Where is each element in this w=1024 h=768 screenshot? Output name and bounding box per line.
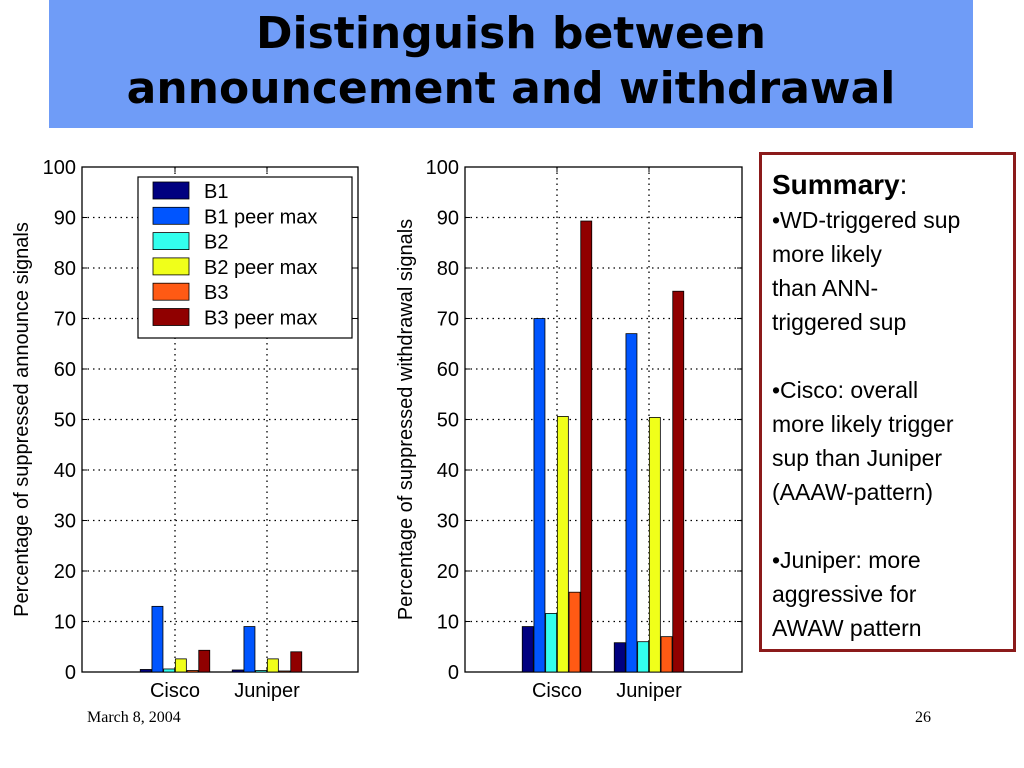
chart1-category-label: Juniper — [234, 680, 300, 702]
chart1-bar — [255, 670, 268, 673]
chart2-bar — [580, 220, 593, 673]
chart2-ytick-label: 60 — [437, 359, 459, 381]
chart1-legend-swatch — [152, 206, 190, 225]
page-number: 26 — [915, 709, 931, 726]
summary-point1-line2: more likely — [772, 241, 882, 267]
chart1-ytick-label: 50 — [54, 410, 76, 432]
chart2-ytick-label: 70 — [437, 309, 459, 331]
summary-heading: Summary: — [772, 167, 1013, 203]
chart1-ytick-label: 70 — [54, 309, 76, 331]
footer-date: March 8, 2004 — [87, 709, 181, 726]
chart2-bar — [660, 636, 673, 673]
summary-point2-line1: •Cisco: overall — [772, 377, 919, 403]
chart1-bar — [151, 605, 164, 673]
chart1-legend-label: B1 peer max — [204, 206, 317, 228]
chart1-ytick-label: 100 — [43, 157, 76, 179]
slide-title-line1: Distinguish between — [256, 8, 766, 59]
chart1-bar — [266, 658, 279, 673]
chart1-legend-label: B3 peer max — [204, 308, 317, 330]
chart2-ytick-label: 50 — [437, 410, 459, 432]
chart2-ytick-label: 80 — [437, 258, 459, 280]
summary-point3-line2: aggressive for — [772, 581, 917, 607]
chart1-bar — [198, 649, 211, 673]
chart1-legend-swatch — [152, 282, 190, 301]
chart1-legend-swatch — [152, 181, 190, 200]
chart1-ytick-label: 90 — [54, 208, 76, 230]
chart2-bar — [637, 641, 650, 673]
chart2-category-label: Juniper — [616, 680, 682, 702]
summary-heading-colon: : — [899, 169, 908, 200]
chart1-bar — [163, 668, 176, 673]
chart1-bar — [278, 670, 291, 673]
chart2-ytick-label: 20 — [437, 561, 459, 583]
chart2-bar — [648, 417, 661, 673]
chart1-bar — [290, 651, 303, 673]
summary-point2-line3: sup than Juniper — [772, 445, 943, 471]
chart1-ytick-label: 80 — [54, 258, 76, 280]
chart1-category-label: Cisco — [150, 680, 200, 702]
chart1-ytick-label: 0 — [65, 662, 76, 684]
chart1-ylabel: Percentage of suppressed announce signal… — [11, 222, 33, 617]
chart2-bar — [533, 318, 546, 673]
chart1-legend-label: B3 — [204, 282, 228, 304]
chart1-legend-swatch — [152, 308, 190, 326]
summary-point2-line4: (AAAW-pattern) — [772, 479, 934, 505]
chart2-category-label: Cisco — [532, 680, 582, 702]
summary-heading-text: Summary — [772, 169, 900, 200]
summary-point1-line3: than ANN- — [772, 275, 879, 301]
summary-point1-line4: triggered sup — [772, 309, 907, 335]
slide-title: Distinguish between announcement and wit… — [49, 0, 973, 116]
slide-title-line2: announcement and withdrawal — [126, 63, 896, 114]
title-band: Distinguish between announcement and wit… — [49, 0, 973, 128]
chart1-ytick-label: 40 — [54, 460, 76, 482]
chart2-ylabel: Percentage of suppressed withdrawal sign… — [395, 219, 417, 620]
chart1-legend-label: B2 — [204, 232, 228, 254]
chart2-bar — [545, 613, 558, 673]
chart1-ytick-label: 20 — [54, 561, 76, 583]
chart1-bar — [231, 669, 244, 673]
chart1-bar — [186, 670, 199, 673]
summary-point1-line1: •WD-triggered sup — [772, 207, 961, 233]
chart1-bar — [139, 669, 152, 673]
chart2-ytick-label: 40 — [437, 460, 459, 482]
chart2-bar — [672, 290, 685, 673]
chart1-ytick-label: 60 — [54, 359, 76, 381]
summary-box: Summary: •WD-triggered sup more likely t… — [759, 152, 1016, 652]
summary-point2-line2: more likely trigger — [772, 411, 954, 437]
chart1-bar — [243, 626, 256, 673]
summary-point3-line3: AWAW pattern — [772, 615, 922, 641]
chart2-ytick-label: 90 — [437, 208, 459, 230]
chart1-legend-label: B2 peer max — [204, 257, 317, 279]
chart2-ytick-label: 30 — [437, 511, 459, 533]
chart2-bar — [568, 591, 581, 673]
chart1-legend-label: B1 — [204, 181, 228, 203]
chart2-ytick-label: 10 — [437, 612, 459, 634]
chart1-legend-swatch — [152, 257, 190, 276]
chart2-bar — [613, 642, 626, 673]
chart1-bar — [174, 658, 187, 673]
chart1-ytick-label: 30 — [54, 511, 76, 533]
chart1-legend-swatch — [152, 232, 190, 250]
chart2-bar — [556, 416, 569, 673]
chart2-bar — [625, 333, 638, 673]
summary-point3-line1: •Juniper: more — [772, 547, 921, 573]
chart2-ytick-label: 100 — [426, 157, 459, 179]
chart1-ytick-label: 10 — [54, 612, 76, 634]
chart2-ytick-label: 0 — [448, 662, 459, 684]
chart2-bar — [521, 626, 534, 673]
